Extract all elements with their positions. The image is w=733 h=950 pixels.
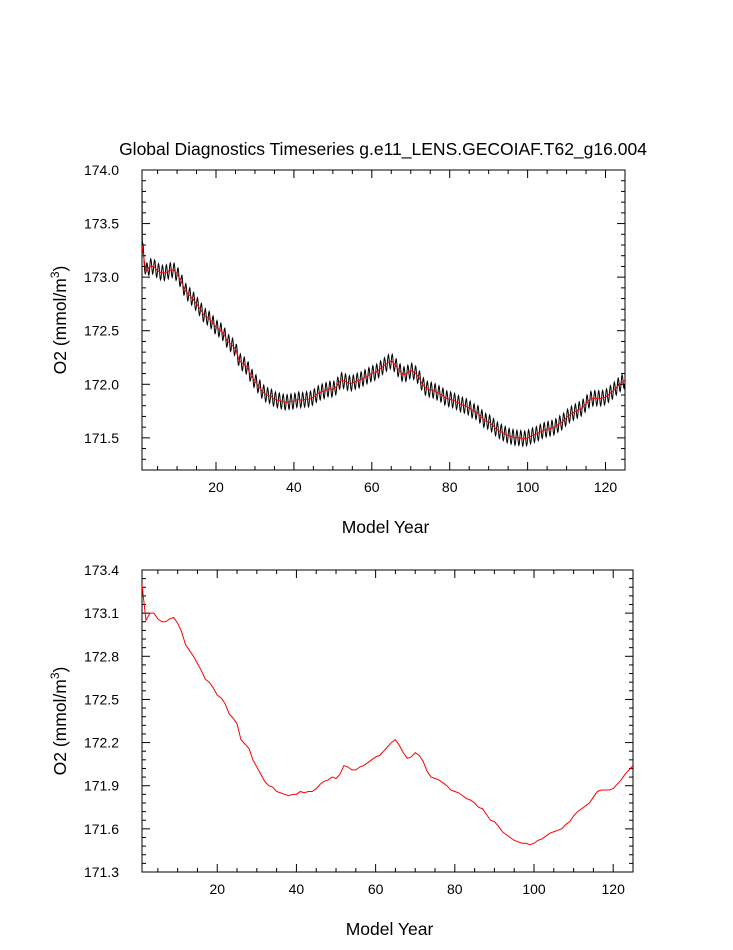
y-tick-label: 172.5	[84, 323, 119, 339]
y-axis-label-superscript: 3	[48, 271, 62, 278]
top-panel: 20 40 60 80 100 120 174.0 173.5 173.0 172.5 172.0 1…	[48, 162, 626, 537]
y-tick-label: 171.3	[84, 864, 119, 880]
x-tick-label: 100	[516, 479, 540, 495]
plot-frame	[141, 569, 634, 873]
x-tick-label: 80	[447, 881, 463, 897]
chart-title: Global Diagnostics Timeseries g.e11_LENS…	[119, 139, 647, 160]
y-axis-label-close: )	[50, 266, 70, 272]
x-tick-label: 120	[594, 479, 618, 495]
monthly-series-line	[142, 178, 625, 448]
x-tick-label: 100	[522, 881, 546, 897]
series-group	[142, 584, 633, 846]
y-tick-label: 171.5	[84, 430, 119, 446]
series-group	[142, 178, 625, 448]
y-tick-label: 172.8	[84, 648, 119, 664]
x-axis-label: Model Year	[346, 919, 434, 939]
x-tick-label: 40	[286, 479, 302, 495]
x-tick-label: 40	[289, 881, 305, 897]
y-tick-label: 172.2	[84, 735, 119, 751]
y-tick-label: 173.4	[84, 562, 119, 578]
x-tick-label: 20	[208, 479, 224, 495]
x-tick-label: 60	[364, 479, 380, 495]
bottom-panel: 20 40 60 80 100 120 173.4 173.1 172.8 172.5 172.2 1…	[48, 562, 634, 939]
y-axis-label: O2 (mmol/m3)	[48, 667, 70, 776]
y-axis-label-superscript: 3	[48, 672, 62, 679]
annual-mean-series-line	[142, 584, 633, 846]
y-tick-label: 174.0	[84, 162, 119, 178]
y-axis-label: O2 (mmol/m3)	[48, 266, 70, 375]
y-tick-label: 171.9	[84, 778, 119, 794]
y-axis-label-main: O2 (mmol/m	[50, 679, 70, 775]
y-tick-label: 173.1	[84, 605, 119, 621]
x-axis-label: Model Year	[342, 517, 430, 537]
annual-mean-series-line	[142, 244, 625, 440]
x-tick-label: 20	[209, 881, 225, 897]
y-tick-label: 171.6	[84, 821, 119, 837]
y-axis-label-close: )	[50, 667, 70, 673]
y-tick-label: 172.5	[84, 691, 119, 707]
x-tick-label: 120	[602, 881, 626, 897]
y-tick-label: 173.0	[84, 269, 119, 285]
y-tick-label: 172.0	[84, 376, 119, 392]
y-tick-label: 173.5	[84, 216, 119, 232]
x-tick-label: 80	[442, 479, 458, 495]
y-axis-label-main: O2 (mmol/m	[50, 278, 70, 374]
x-tick-label: 60	[368, 881, 384, 897]
